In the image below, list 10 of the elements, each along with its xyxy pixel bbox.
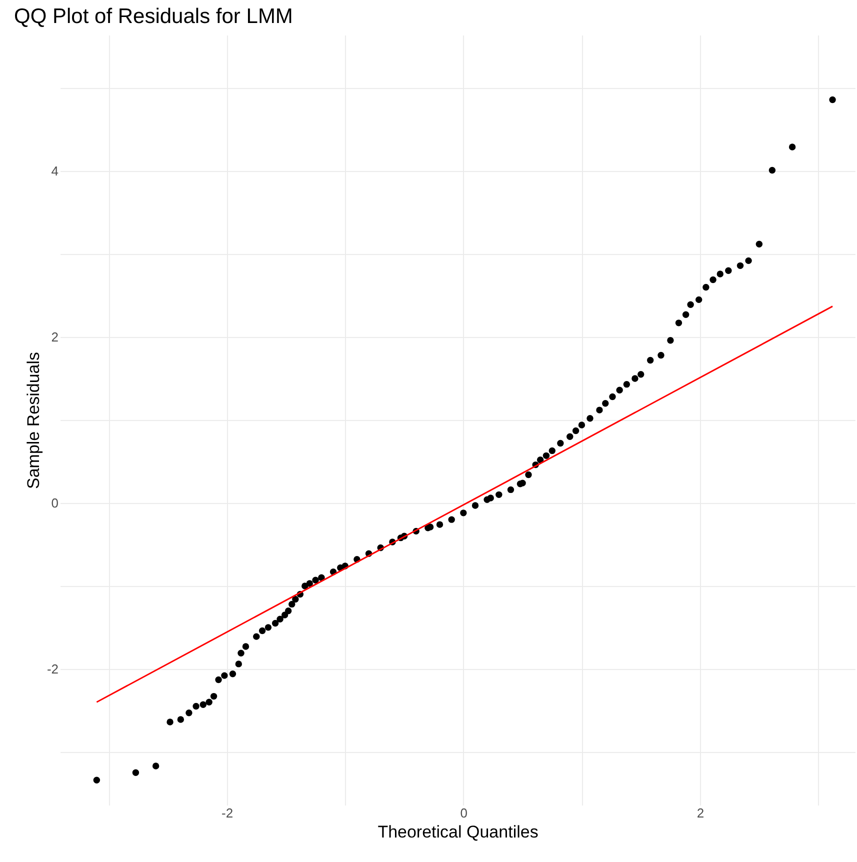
chart-title: QQ Plot of Residuals for LMM [14,5,293,28]
x-tick-label: 2 [696,806,704,820]
y-tick-label: 2 [51,330,58,345]
y-tick-label: -2 [46,661,58,676]
y-tick-label: 0 [51,495,58,510]
y-tick-label: 4 [51,164,58,179]
x-tick-label: -2 [222,806,234,820]
y-axis-title: Sample Residuals [24,352,43,490]
x-tick-label: 0 [460,806,468,820]
x-axis-title: Theoretical Quantiles [378,822,538,842]
